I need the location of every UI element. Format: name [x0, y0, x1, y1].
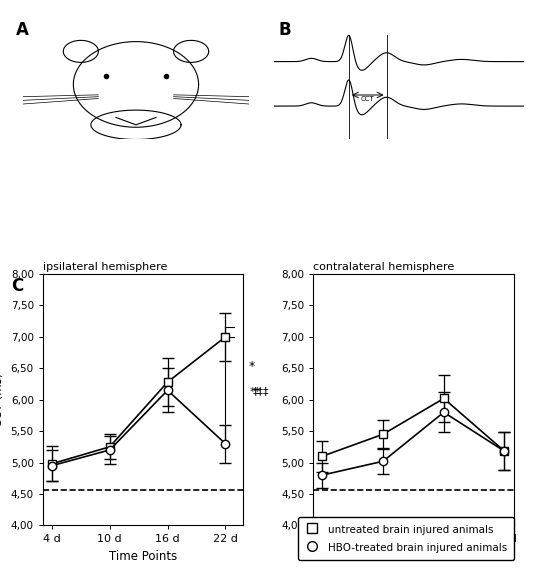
X-axis label: Time Points: Time Points — [109, 550, 177, 563]
Text: **: ** — [249, 387, 261, 397]
Text: ipsilateral hemisphere: ipsilateral hemisphere — [43, 262, 167, 272]
Legend: untreated brain injured animals, HBO-treated brain injured animals: untreated brain injured animals, HBO-tre… — [298, 517, 514, 560]
Text: ‡‡‡: ‡‡‡ — [253, 387, 270, 397]
Text: A: A — [16, 21, 28, 39]
Text: *: * — [249, 360, 255, 372]
Text: CCT: CCT — [361, 95, 374, 102]
Y-axis label: CCT (ms): CCT (ms) — [0, 372, 5, 427]
Text: C: C — [11, 277, 23, 295]
X-axis label: Time Points: Time Points — [379, 550, 448, 563]
Text: 🐀: 🐀 — [119, 51, 152, 105]
Text: contralateral hemisphere: contralateral hemisphere — [314, 262, 455, 272]
Text: B: B — [279, 21, 292, 39]
